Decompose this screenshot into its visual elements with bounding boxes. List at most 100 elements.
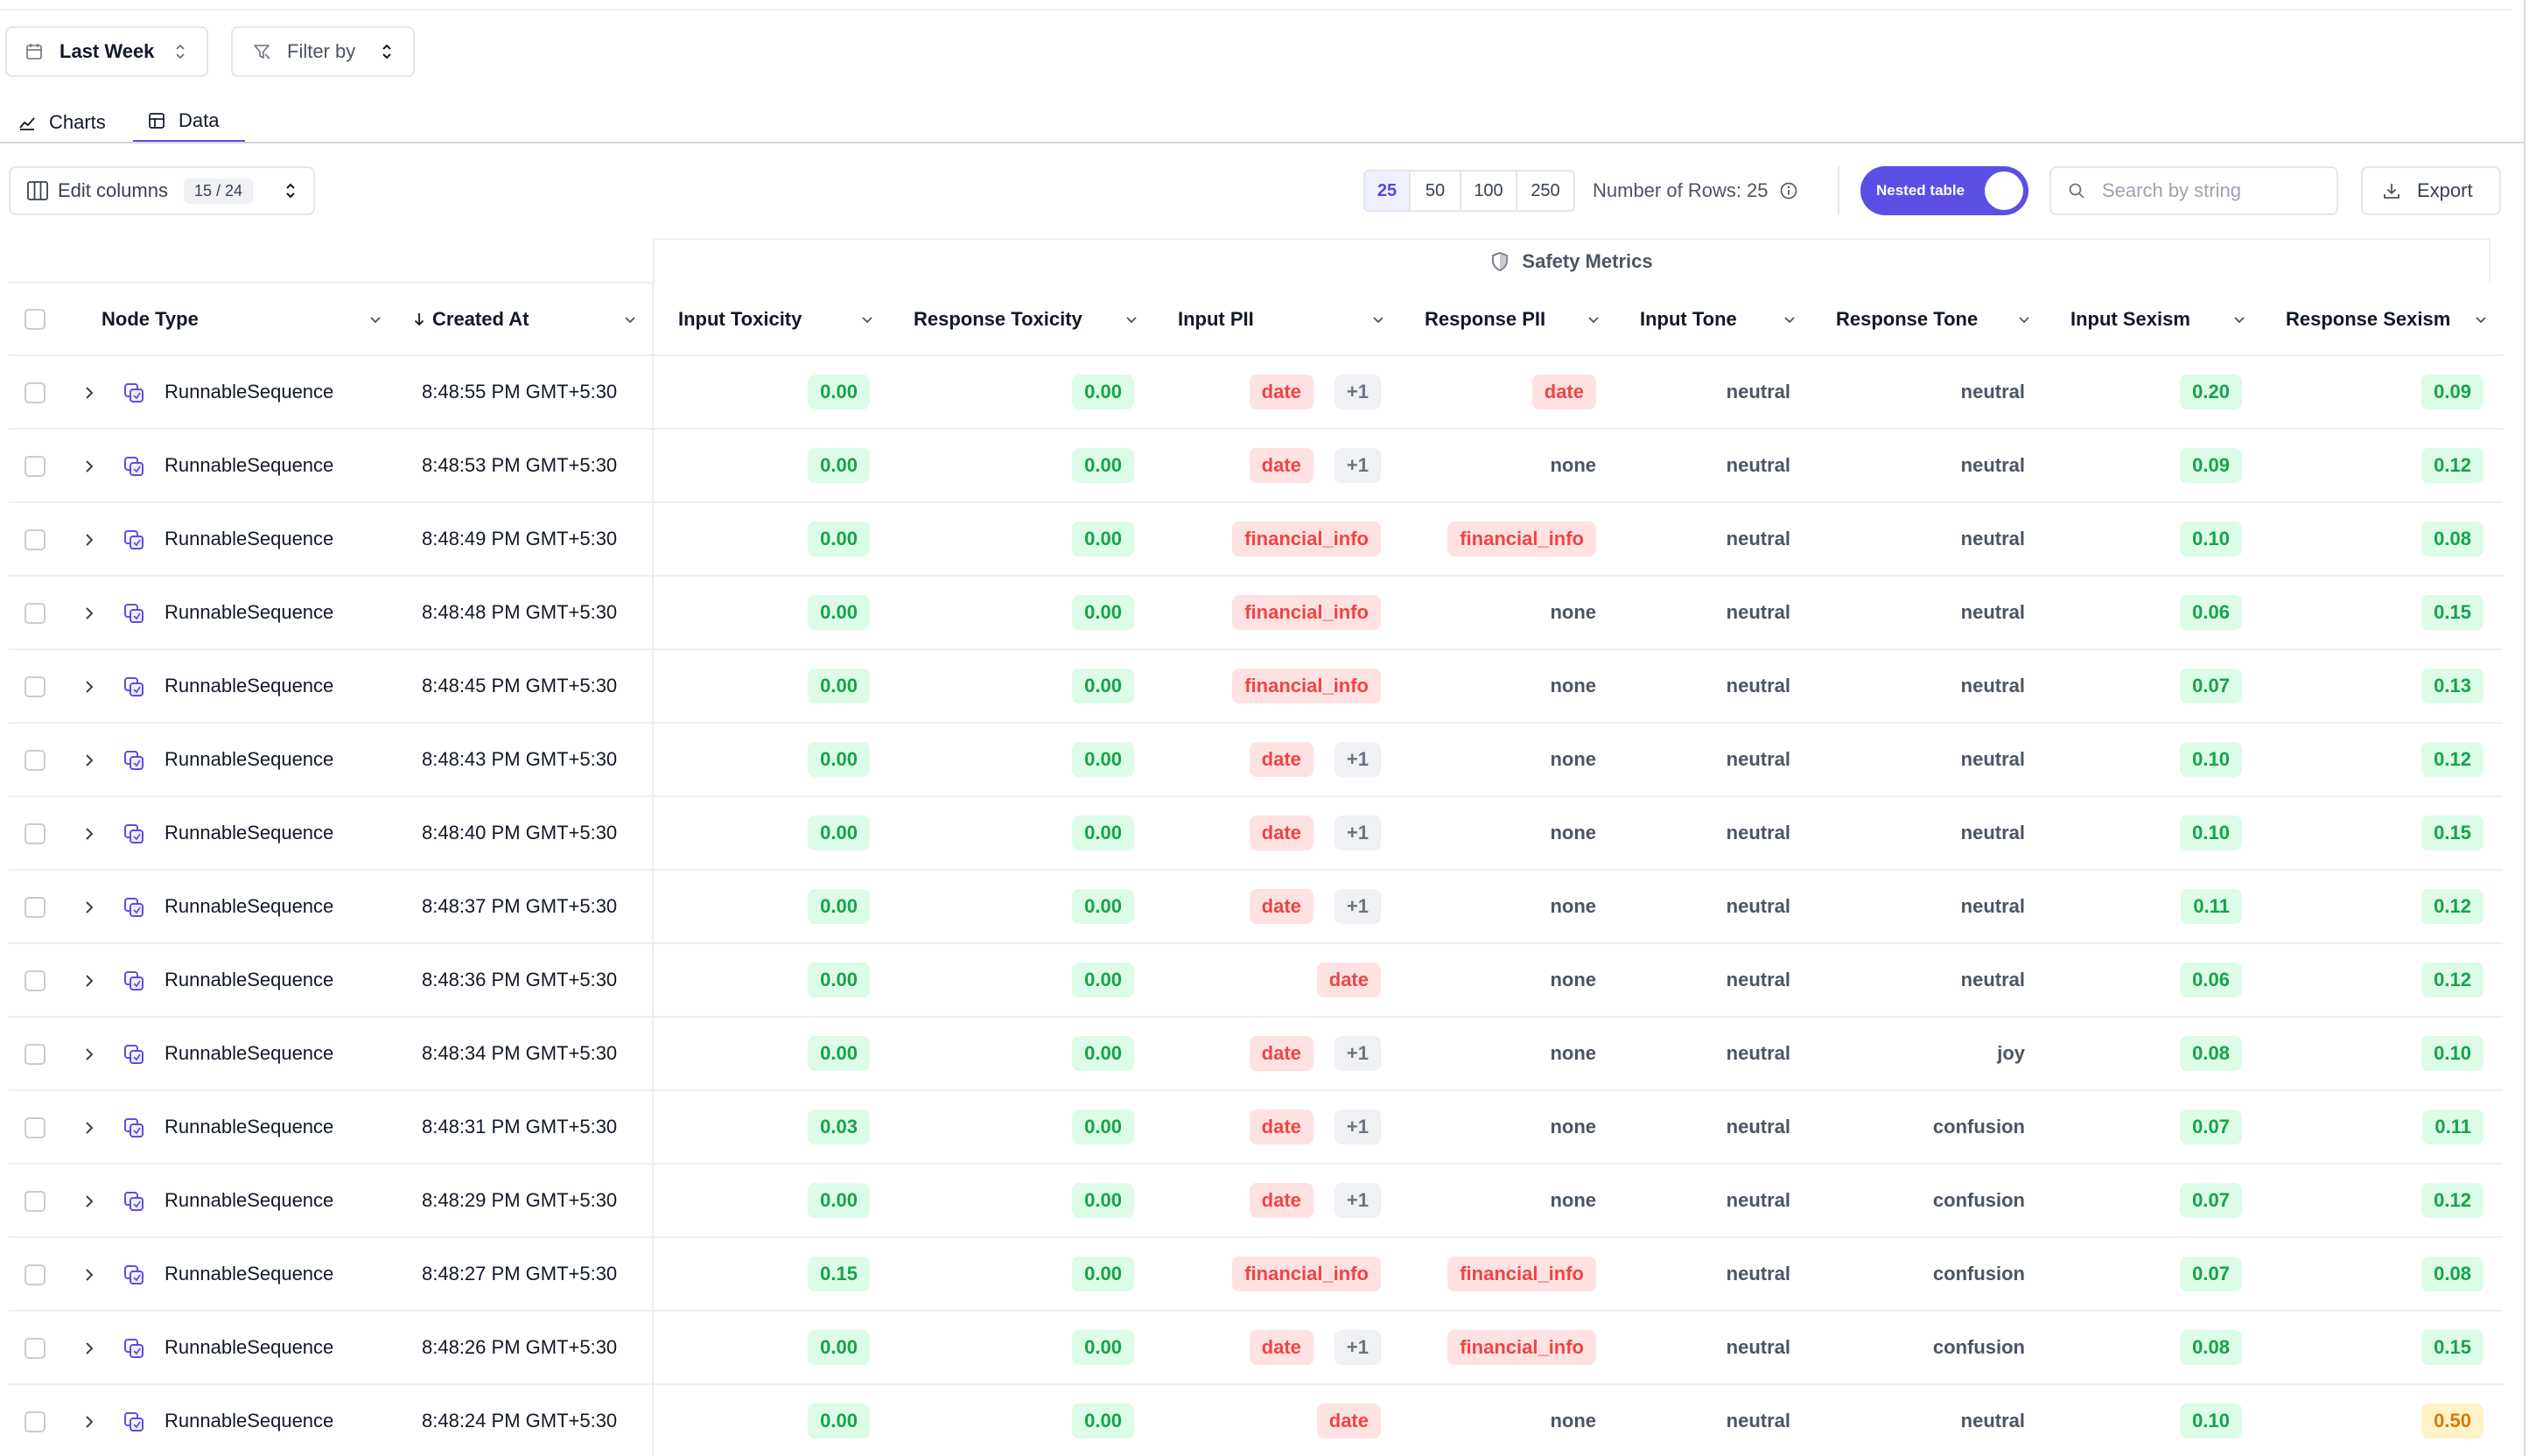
chevron-down-icon[interactable]	[2473, 312, 2489, 327]
chevron-down-icon[interactable]	[1586, 312, 1601, 327]
chevron-right-icon[interactable]	[81, 972, 98, 990]
col-response-pii[interactable]: Response PII	[1400, 284, 1615, 356]
input-toxicity-cell: 0.00	[653, 649, 889, 724]
col-input-pii[interactable]: Input PII	[1153, 284, 1400, 356]
chevron-down-icon[interactable]	[368, 312, 383, 327]
table-row[interactable]: RunnableSequence 8:48:36 PM GMT+5:30 0.00 0…	[9, 943, 2503, 1018]
row-checkbox[interactable]	[25, 529, 46, 551]
page-size-option[interactable]: 250	[1531, 180, 1560, 200]
export-button[interactable]: Export	[2361, 166, 2501, 215]
chevron-right-icon[interactable]	[81, 678, 98, 696]
nested-table-toggle[interactable]: Nested table	[1860, 166, 2028, 215]
row-select-cell	[9, 796, 67, 871]
table-row[interactable]: RunnableSequence 8:48:40 PM GMT+5:30 0.00 0…	[9, 796, 2503, 871]
chevron-down-icon[interactable]	[2231, 312, 2247, 327]
search-input[interactable]	[2102, 179, 2312, 202]
chevron-right-icon[interactable]	[81, 384, 98, 402]
chevron-right-icon[interactable]	[81, 1046, 98, 1063]
chevron-down-icon[interactable]	[1124, 312, 1139, 327]
table-row[interactable]: RunnableSequence 8:48:34 PM GMT+5:30 0.00 0…	[9, 1017, 2503, 1091]
tab-data[interactable]: Data	[133, 102, 245, 144]
col-response-toxicity[interactable]: Response Toxicity	[889, 284, 1153, 356]
row-checkbox[interactable]	[25, 603, 46, 625]
row-checkbox[interactable]	[25, 676, 46, 698]
response-pii-cell: date	[1400, 355, 1615, 430]
info-icon[interactable]	[1779, 181, 1798, 200]
col-response-sexism[interactable]: Response Sexism	[2261, 284, 2503, 356]
page-size-option[interactable]: 50	[1411, 172, 1461, 210]
row-checkbox[interactable]	[25, 1338, 46, 1360]
chevron-right-icon[interactable]	[81, 458, 98, 475]
col-created-at[interactable]: Created At	[397, 284, 654, 356]
chevron-right-icon[interactable]	[81, 825, 98, 843]
pii-badge: date	[1249, 1330, 1314, 1365]
date-range-select[interactable]: Last Week	[5, 26, 208, 77]
chevron-down-icon[interactable]	[1370, 312, 1386, 327]
col-node-type[interactable]: Node Type	[67, 284, 397, 356]
runnable-sequence-icon	[123, 1264, 145, 1286]
row-checkbox[interactable]	[25, 823, 46, 845]
table-row[interactable]: RunnableSequence 8:48:37 PM GMT+5:30 0.00 0…	[9, 870, 2503, 944]
col-input-sexism[interactable]: Input Sexism	[2046, 284, 2261, 356]
table-row[interactable]: RunnableSequence 8:48:26 PM GMT+5:30 0.00 0…	[9, 1311, 2503, 1385]
chevron-right-icon[interactable]	[81, 899, 98, 916]
table-row[interactable]: RunnableSequence 8:48:24 PM GMT+5:30 0.00 0…	[9, 1384, 2503, 1456]
row-checkbox[interactable]	[25, 382, 46, 404]
table-row[interactable]: RunnableSequence 8:48:49 PM GMT+5:30 0.00 0…	[9, 502, 2503, 577]
response-toxicity-cell: 0.00	[889, 796, 1153, 871]
input-pii-cell: date +1	[1153, 1311, 1400, 1385]
group-header-label: Safety Metrics	[1522, 250, 1653, 272]
input-pii-cell: date +1	[1153, 1017, 1400, 1091]
col-input-toxicity[interactable]: Input Toxicity	[653, 284, 889, 356]
col-response-tone[interactable]: Response Tone	[1811, 284, 2046, 356]
edit-columns-button[interactable]: Edit columns 15 / 24	[9, 166, 315, 215]
input-tone-cell: neutral	[1615, 1237, 1811, 1312]
table-row[interactable]: RunnableSequence 8:48:43 PM GMT+5:30 0.00 0…	[9, 723, 2503, 797]
pii-badge: date	[1249, 1110, 1314, 1144]
score-badge: 0.00	[1072, 374, 1134, 410]
response-tone-cell: neutral	[1811, 870, 2046, 944]
chevron-down-icon[interactable]	[1782, 312, 1797, 327]
select-all-checkbox[interactable]	[25, 308, 46, 330]
col-input-tone[interactable]: Input Tone	[1615, 284, 1811, 356]
pii-badge: date	[1249, 1036, 1314, 1071]
table-row[interactable]: RunnableSequence 8:48:29 PM GMT+5:30 0.00 0…	[9, 1164, 2503, 1238]
created-at-cell: 8:48:40 PM GMT+5:30	[397, 796, 654, 871]
chevron-right-icon[interactable]	[81, 1413, 98, 1431]
filter-by-button[interactable]: Filter by	[231, 26, 415, 77]
tabs-divider	[0, 142, 2524, 144]
page-size-option[interactable]: 100	[1461, 172, 1517, 210]
row-checkbox[interactable]	[25, 750, 46, 772]
table-row[interactable]: RunnableSequence 8:48:53 PM GMT+5:30 0.00 0…	[9, 429, 2503, 503]
chevron-down-icon[interactable]	[622, 312, 638, 327]
chevron-right-icon[interactable]	[81, 1340, 98, 1357]
table-row[interactable]: RunnableSequence 8:48:27 PM GMT+5:30 0.15 0…	[9, 1237, 2503, 1312]
row-checkbox[interactable]	[25, 897, 46, 919]
row-checkbox[interactable]	[25, 1117, 46, 1139]
row-checkbox[interactable]	[25, 1044, 46, 1066]
input-tone-cell: neutral	[1615, 1311, 1811, 1385]
table-row[interactable]: RunnableSequence 8:48:45 PM GMT+5:30 0.00 0…	[9, 649, 2503, 724]
chevron-right-icon[interactable]	[81, 531, 98, 549]
chevron-right-icon[interactable]	[81, 752, 98, 769]
response-sexism-cell: 0.12	[2261, 723, 2503, 797]
chevron-right-icon[interactable]	[81, 1193, 98, 1210]
row-checkbox[interactable]	[25, 1264, 46, 1286]
table-row[interactable]: RunnableSequence 8:48:48 PM GMT+5:30 0.00 0…	[9, 576, 2503, 650]
row-checkbox[interactable]	[25, 456, 46, 478]
chevron-right-icon[interactable]	[81, 605, 98, 622]
row-checkbox[interactable]	[25, 1191, 46, 1213]
page-size-option[interactable]: 25	[1365, 172, 1411, 210]
response-sexism-cell: 0.15	[2261, 796, 2503, 871]
chevron-right-icon[interactable]	[81, 1266, 98, 1284]
chevron-down-icon[interactable]	[2016, 312, 2032, 327]
chevron-right-icon[interactable]	[81, 1119, 98, 1137]
tab-charts[interactable]: Charts	[18, 102, 106, 144]
response-tone-cell: confusion	[1811, 1164, 2046, 1238]
table-row[interactable]: RunnableSequence 8:48:31 PM GMT+5:30 0.03 0…	[9, 1090, 2503, 1165]
row-checkbox[interactable]	[25, 1411, 46, 1433]
row-checkbox[interactable]	[25, 970, 46, 992]
chevron-down-icon[interactable]	[859, 312, 875, 327]
node-type-cell: RunnableSequence	[67, 870, 397, 944]
table-row[interactable]: RunnableSequence 8:48:55 PM GMT+5:30 0.00 0…	[9, 355, 2503, 430]
